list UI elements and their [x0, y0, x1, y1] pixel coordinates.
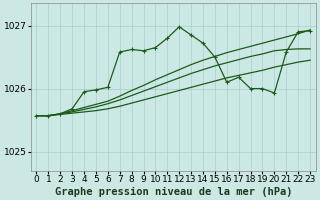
X-axis label: Graphe pression niveau de la mer (hPa): Graphe pression niveau de la mer (hPa) [54, 186, 292, 197]
